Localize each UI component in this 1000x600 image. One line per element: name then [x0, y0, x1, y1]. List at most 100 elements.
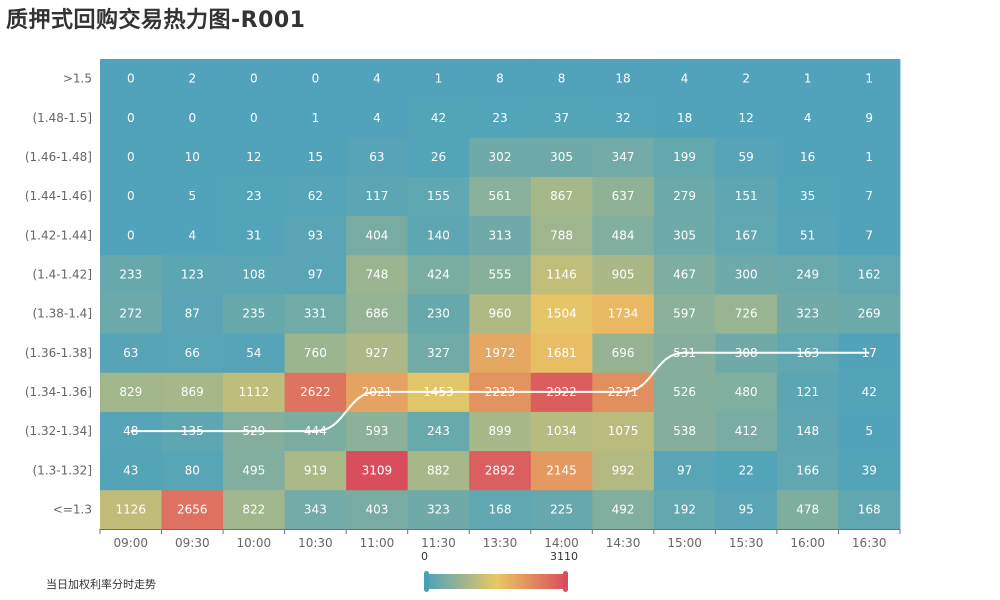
heatmap-cell[interactable] [838, 411, 901, 452]
heatmap-cell[interactable] [715, 98, 778, 138]
heatmap-cell[interactable] [776, 176, 839, 217]
heatmap-cell[interactable] [469, 294, 532, 334]
heatmap-cell[interactable] [346, 333, 409, 373]
heatmap-cell[interactable] [223, 98, 286, 138]
heatmap-cell[interactable] [838, 176, 901, 217]
heatmap-cell[interactable] [223, 489, 286, 530]
heatmap-cell[interactable] [776, 59, 839, 99]
heatmap-cell[interactable] [838, 98, 901, 138]
heatmap-cell[interactable] [346, 59, 409, 99]
heatmap-cell[interactable] [715, 137, 778, 177]
heatmap-cell[interactable] [653, 294, 716, 334]
heatmap-cell[interactable] [223, 137, 286, 177]
heatmap-cell[interactable] [838, 215, 901, 256]
heatmap-cell[interactable] [407, 411, 470, 452]
heatmap-cell[interactable] [469, 137, 532, 177]
heatmap-cell[interactable] [284, 137, 347, 177]
heatmap-cell[interactable] [592, 98, 655, 138]
visual-map-gradient-bar[interactable] [428, 574, 566, 589]
heatmap-cell[interactable] [161, 333, 224, 373]
heatmap-cell[interactable] [715, 215, 778, 256]
heatmap-cell[interactable] [653, 411, 716, 452]
heatmap-cell[interactable] [223, 215, 286, 256]
heatmap-cell[interactable] [100, 450, 162, 491]
heatmap-cell[interactable] [284, 176, 347, 217]
heatmap-cell[interactable] [161, 254, 224, 295]
heatmap-cell[interactable] [407, 333, 470, 373]
heatmap-cell[interactable] [346, 254, 409, 295]
heatmap-cell[interactable] [284, 450, 347, 491]
heatmap-cell[interactable] [592, 176, 655, 217]
heatmap-cell[interactable] [346, 411, 409, 452]
heatmap-cell[interactable] [223, 294, 286, 334]
heatmap-cell[interactable] [100, 254, 162, 295]
heatmap-cell[interactable] [161, 372, 224, 412]
heatmap-cell[interactable] [592, 333, 655, 373]
heatmap-cell[interactable] [346, 215, 409, 256]
heatmap-cell[interactable] [592, 411, 655, 452]
heatmap-cell[interactable] [407, 137, 470, 177]
heatmap-cell[interactable] [530, 59, 593, 99]
heatmap-cell[interactable] [715, 411, 778, 452]
heatmap-cell[interactable] [284, 98, 347, 138]
heatmap-cell[interactable] [530, 411, 593, 452]
heatmap-cell[interactable] [100, 176, 162, 217]
heatmap-cell[interactable] [469, 215, 532, 256]
heatmap-cell[interactable] [530, 98, 593, 138]
heatmap-cell[interactable] [346, 450, 409, 491]
heatmap-cell[interactable] [715, 294, 778, 334]
heatmap-cell[interactable] [530, 254, 593, 295]
heatmap-cell[interactable] [284, 333, 347, 373]
heatmap-cell[interactable] [653, 215, 716, 256]
heatmap-cell[interactable] [838, 372, 901, 412]
heatmap-cell[interactable] [284, 215, 347, 256]
heatmap-cell[interactable] [469, 333, 532, 373]
heatmap-cell[interactable] [284, 59, 347, 99]
heatmap-cell[interactable] [100, 294, 162, 334]
heatmap-cell[interactable] [161, 59, 224, 99]
heatmap-cell[interactable] [776, 294, 839, 334]
heatmap-cell[interactable] [530, 333, 593, 373]
heatmap-cell[interactable] [715, 450, 778, 491]
heatmap-cell[interactable] [776, 411, 839, 452]
heatmap-cell[interactable] [653, 137, 716, 177]
heatmap-cell[interactable] [100, 137, 162, 177]
heatmap-cell[interactable] [100, 333, 162, 373]
heatmap-cell[interactable] [592, 489, 655, 530]
heatmap-cell[interactable] [592, 59, 655, 99]
heatmap-cell[interactable] [223, 450, 286, 491]
heatmap-cell[interactable] [715, 176, 778, 217]
heatmap-cell[interactable] [161, 137, 224, 177]
heatmap-cell[interactable] [776, 254, 839, 295]
heatmap-cell[interactable] [284, 254, 347, 295]
heatmap-cell[interactable] [715, 59, 778, 99]
heatmap-cell[interactable] [407, 98, 470, 138]
heatmap-cell[interactable] [100, 98, 162, 138]
heatmap-cell[interactable] [469, 59, 532, 99]
heatmap-cell[interactable] [346, 489, 409, 530]
heatmap-cell[interactable] [161, 176, 224, 217]
heatmap-cell[interactable] [838, 294, 901, 334]
heatmap-cell[interactable] [407, 176, 470, 217]
heatmap-cell[interactable] [284, 372, 347, 412]
heatmap-cell[interactable] [715, 372, 778, 412]
heatmap-cell[interactable] [653, 98, 716, 138]
heatmap-cell[interactable] [592, 254, 655, 295]
heatmap-cell[interactable] [838, 59, 901, 99]
heatmap-cell[interactable] [776, 489, 839, 530]
heatmap-cell[interactable] [407, 254, 470, 295]
heatmap-cell[interactable] [530, 176, 593, 217]
heatmap-cell[interactable] [838, 450, 901, 491]
heatmap-cell[interactable] [100, 489, 162, 530]
heatmap-cell[interactable] [100, 372, 162, 412]
heatmap-cell[interactable] [530, 215, 593, 256]
heatmap-cell[interactable] [776, 137, 839, 177]
heatmap-cell[interactable] [653, 254, 716, 295]
line-series-legend[interactable]: 当日加权利率分时走势 [46, 578, 156, 591]
heatmap-cell[interactable] [407, 215, 470, 256]
heatmap-cell[interactable] [838, 489, 901, 530]
heatmap-cell[interactable] [407, 59, 470, 99]
heatmap-cell[interactable] [161, 98, 224, 138]
heatmap-cell[interactable] [100, 59, 162, 99]
heatmap-cell[interactable] [469, 450, 532, 491]
